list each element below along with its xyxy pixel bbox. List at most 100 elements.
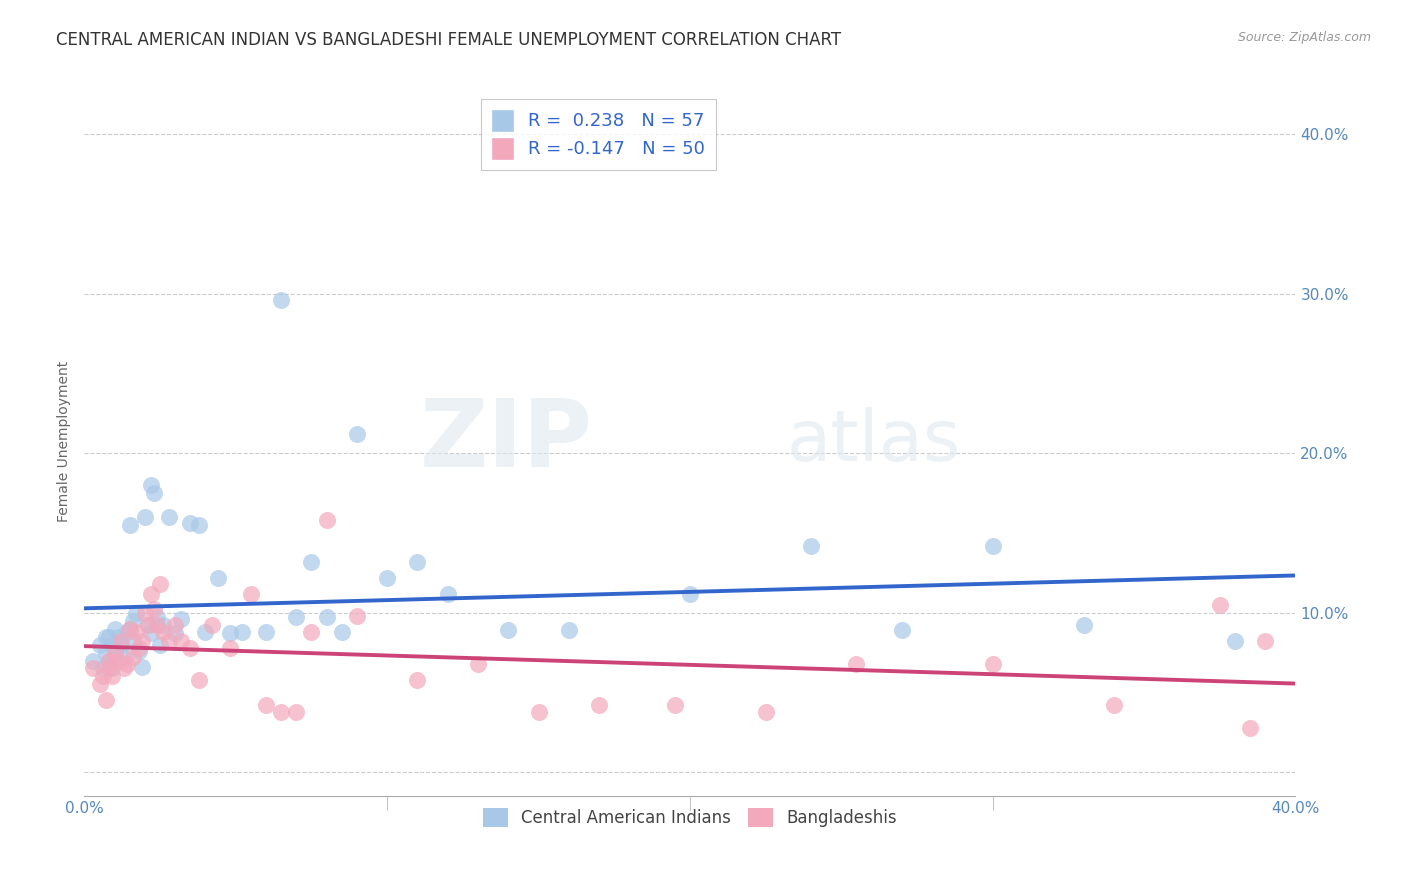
Point <box>152 618 174 632</box>
Point <box>301 555 323 569</box>
Point <box>131 634 153 648</box>
Point <box>136 618 159 632</box>
Point <box>82 653 104 667</box>
Point <box>1254 634 1277 648</box>
Point <box>125 606 148 620</box>
Point <box>218 640 240 655</box>
Point <box>188 673 211 687</box>
Text: ZIP: ZIP <box>420 395 593 487</box>
Point <box>97 653 120 667</box>
Point <box>330 624 353 639</box>
Point <box>112 650 135 665</box>
Point <box>125 624 148 639</box>
Point <box>194 624 217 639</box>
Point <box>270 705 292 719</box>
Point <box>107 630 129 644</box>
Point <box>588 698 610 713</box>
Point <box>165 626 187 640</box>
Point <box>981 539 1004 553</box>
Text: Source: ZipAtlas.com: Source: ZipAtlas.com <box>1237 31 1371 45</box>
Point <box>136 618 159 632</box>
Point <box>100 669 122 683</box>
Point <box>346 608 368 623</box>
Point <box>664 698 686 713</box>
Point <box>121 650 143 665</box>
Point <box>1209 598 1232 612</box>
Point <box>301 624 323 639</box>
Point <box>134 510 156 524</box>
Point <box>315 610 337 624</box>
Point <box>1102 698 1125 713</box>
Point <box>436 586 458 600</box>
Point <box>755 705 778 719</box>
Point <box>118 622 141 636</box>
Point <box>254 698 277 713</box>
Point <box>527 705 550 719</box>
Point <box>121 634 143 648</box>
Point <box>89 677 111 691</box>
Point <box>121 614 143 628</box>
Point <box>94 630 117 644</box>
Point <box>1073 618 1095 632</box>
Point <box>152 624 174 639</box>
Point <box>97 661 120 675</box>
Point <box>104 646 127 660</box>
Point <box>406 555 429 569</box>
Point <box>115 624 138 639</box>
Point <box>149 638 172 652</box>
Point <box>94 646 117 660</box>
Point <box>845 657 868 671</box>
Point <box>239 586 262 600</box>
Point <box>346 427 368 442</box>
Point <box>139 586 162 600</box>
Point <box>1239 721 1261 735</box>
Point <box>170 634 193 648</box>
Point <box>104 646 127 660</box>
Point <box>89 638 111 652</box>
Point <box>157 510 180 524</box>
Point <box>131 660 153 674</box>
Point <box>1223 634 1246 648</box>
Point <box>375 571 398 585</box>
Legend: Central American Indians, Bangladeshis: Central American Indians, Bangladeshis <box>477 801 904 834</box>
Point <box>143 486 166 500</box>
Point <box>110 638 132 652</box>
Point <box>128 644 150 658</box>
Point <box>128 640 150 655</box>
Point <box>800 539 823 553</box>
Point <box>107 653 129 667</box>
Point <box>104 622 127 636</box>
Point <box>496 624 519 638</box>
Point <box>188 518 211 533</box>
Point <box>139 626 162 640</box>
Point <box>143 602 166 616</box>
Text: atlas: atlas <box>787 407 962 475</box>
Point <box>82 661 104 675</box>
Point <box>118 622 141 636</box>
Point <box>467 657 489 671</box>
Point <box>170 612 193 626</box>
Point <box>270 293 292 307</box>
Point <box>134 606 156 620</box>
Point <box>200 618 222 632</box>
Point <box>149 577 172 591</box>
Point <box>94 693 117 707</box>
Point <box>165 618 187 632</box>
Point <box>179 640 201 655</box>
Point <box>207 571 229 585</box>
Point <box>97 630 120 644</box>
Point <box>285 705 308 719</box>
Point <box>110 634 132 648</box>
Point <box>100 661 122 675</box>
Point <box>231 624 253 639</box>
Point <box>146 618 169 632</box>
Point <box>146 610 169 624</box>
Point <box>91 669 114 683</box>
Point <box>139 478 162 492</box>
Point <box>890 624 912 638</box>
Point <box>97 653 120 667</box>
Point <box>115 657 138 671</box>
Point <box>112 661 135 675</box>
Point <box>981 657 1004 671</box>
Point <box>100 638 122 652</box>
